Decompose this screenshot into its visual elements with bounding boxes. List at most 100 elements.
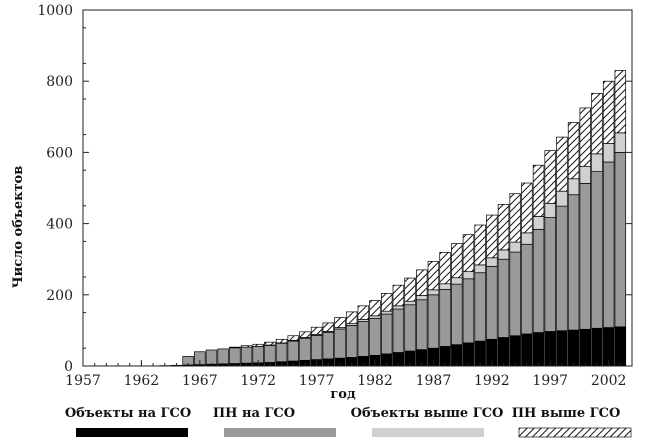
- x-axis-title: год: [330, 387, 356, 402]
- x-tick-label: 1957: [65, 373, 101, 389]
- bar-segment: [439, 252, 451, 285]
- bar-segment: [229, 346, 241, 349]
- bar-segment: [567, 122, 580, 180]
- bar-segment: [544, 217, 556, 332]
- legend-label: ПН выше ГСО: [512, 406, 621, 421]
- bar-segment: [474, 264, 486, 274]
- bar-segment: [544, 150, 556, 204]
- bar-segment: [380, 310, 393, 315]
- bar-segment: [486, 265, 498, 340]
- bar-segment: [416, 299, 428, 350]
- bar-segment: [497, 249, 510, 260]
- bar-segment: [404, 277, 416, 302]
- bar-segment: [497, 258, 510, 338]
- bar-segment: [509, 251, 521, 337]
- bar-segment: [591, 92, 603, 155]
- bar-segment: [544, 202, 556, 218]
- bar-segment: [275, 342, 288, 363]
- bar-segment: [556, 205, 568, 332]
- bar-segment: [369, 317, 381, 356]
- bar-segment: [497, 337, 510, 367]
- bar-segment: [369, 315, 381, 319]
- bar-segment: [416, 295, 428, 301]
- bar-segment: [567, 329, 580, 367]
- legend-swatch: [372, 428, 484, 437]
- bar-segment: [439, 289, 451, 347]
- bar-segment: [602, 80, 615, 144]
- bar-segment: [264, 341, 276, 346]
- legend-swatch: [518, 427, 632, 438]
- bar-segment: [392, 305, 405, 310]
- bar-segment: [287, 335, 299, 341]
- bar-segment: [380, 313, 393, 355]
- bar-segment: [404, 300, 416, 306]
- bar-segment: [322, 332, 335, 360]
- bar-segment: [345, 311, 358, 324]
- bar-segment: [521, 182, 533, 234]
- bar-segment: [287, 340, 299, 362]
- bar-segment: [556, 136, 568, 192]
- bars-layer: [159, 70, 627, 367]
- bar-segment: [579, 165, 592, 184]
- bar-segment: [451, 243, 463, 279]
- bar-segment: [521, 232, 533, 245]
- bar-segment: [532, 216, 545, 230]
- bar-segment: [521, 243, 533, 335]
- bar-segment: [532, 164, 545, 217]
- bar-segment: [474, 272, 486, 342]
- bar-segment: [240, 346, 253, 364]
- bar-segment: [252, 343, 264, 347]
- bar-segment: [602, 143, 615, 163]
- bar-segment: [462, 234, 475, 273]
- y-tick-label: 400: [46, 217, 73, 233]
- ticks-layer: 0 200 400 600 800 1000 1957 1962 1967 1972 1977 198…: [37, 3, 633, 389]
- bar-segment: [556, 190, 568, 207]
- bar-segment: [310, 326, 323, 335]
- bar-segment: [357, 321, 370, 357]
- bar-segment: [264, 345, 276, 363]
- bar-segment: [427, 289, 440, 296]
- bar-segment: [509, 241, 521, 253]
- legend-label: ПН на ГСО: [213, 406, 295, 421]
- legend-swatch: [224, 428, 336, 437]
- bar-segment: [532, 332, 545, 367]
- bar-segment: [380, 293, 393, 312]
- bar-segment: [334, 328, 346, 359]
- bar-segment: [310, 335, 323, 360]
- bar-segment: [416, 269, 428, 296]
- x-tick-label: 1987: [416, 373, 452, 389]
- x-tick-label: 2002: [591, 373, 627, 389]
- y-tick-label: 200: [46, 288, 73, 304]
- bar-segment: [205, 349, 218, 365]
- x-tick-label: 1982: [357, 373, 393, 389]
- bar-segment: [579, 183, 592, 330]
- bar-segment: [602, 161, 615, 328]
- bar-segment: [451, 344, 463, 367]
- x-tick-label: 1992: [474, 373, 510, 389]
- bar-segment: [614, 132, 627, 153]
- bar-segment: [357, 305, 370, 320]
- bar-segment: [217, 348, 229, 365]
- bar-segment: [556, 330, 568, 367]
- y-tick-label: 0: [64, 359, 73, 375]
- bar-segment: [509, 193, 521, 243]
- y-tick-label: 800: [46, 74, 73, 90]
- legend: Объекты на ГСО ПН на ГСО Объекты выше ГСО П…: [65, 406, 632, 438]
- bar-segment: [486, 257, 498, 267]
- bar-segment: [299, 331, 311, 338]
- bar-segment: [474, 224, 486, 266]
- bar-segment: [462, 342, 475, 367]
- bar-segment: [229, 347, 241, 364]
- bar-segment: [567, 178, 580, 196]
- bar-segment: [299, 337, 311, 361]
- bar-segment: [509, 335, 521, 367]
- legend-label: Объекты на ГСО: [65, 406, 191, 421]
- bar-segment: [462, 278, 475, 344]
- bar-segment: [614, 152, 627, 328]
- bar-segment: [462, 271, 475, 280]
- x-tick-label: 1972: [240, 373, 276, 389]
- bar-segment: [427, 294, 440, 349]
- bar-segment: [497, 204, 510, 251]
- bar-segment: [614, 70, 627, 134]
- bar-segment: [392, 308, 405, 353]
